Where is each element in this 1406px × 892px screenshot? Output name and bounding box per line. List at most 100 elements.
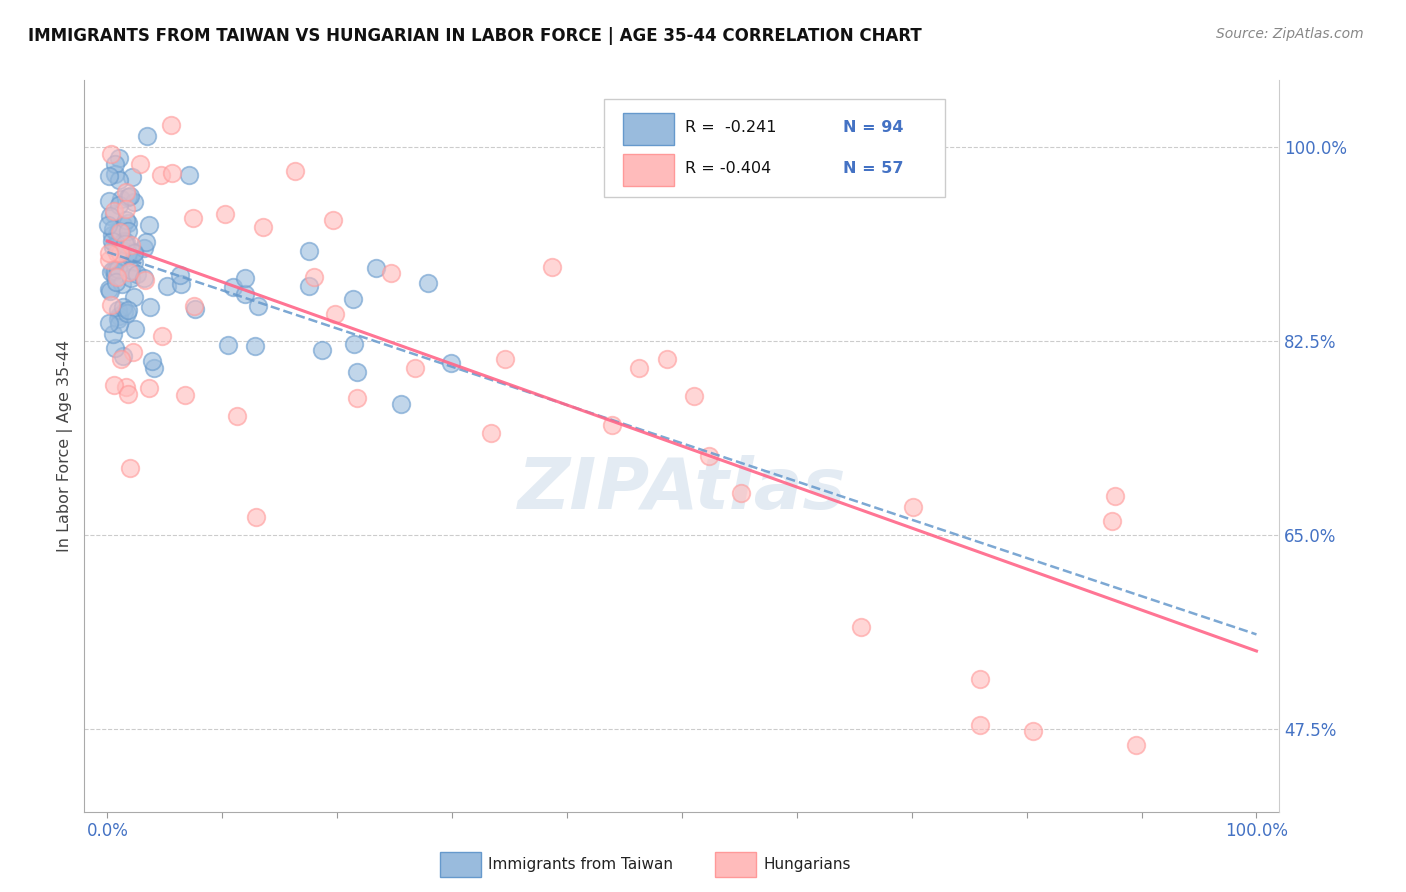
Point [115,306,138,320]
Point [141,353,163,368]
Point [110,192,132,206]
Point [112,235,135,249]
Text: N = 57: N = 57 [844,161,904,176]
Point [114,185,136,199]
Point [120,270,142,285]
Point [416,276,439,290]
Point [217,337,239,351]
Point [697,449,720,463]
Point [323,307,346,321]
Point [657,352,679,367]
Point [117,190,139,204]
Point [111,244,134,258]
Point [115,379,138,393]
Point [170,277,193,291]
Point [346,391,368,405]
Point [115,202,138,216]
Point [138,219,160,233]
Point [101,326,124,341]
Point [103,268,125,283]
Point [112,219,135,233]
Point [108,198,131,212]
Point [101,240,124,254]
Point [98,169,121,183]
Point [104,157,127,171]
Point [404,360,426,375]
FancyBboxPatch shape [440,852,481,877]
Point [107,311,129,326]
Point [122,290,145,304]
Point [127,267,149,281]
Point [214,207,236,221]
Point [105,269,128,284]
Point [111,277,134,292]
Text: IMMIGRANTS FROM TAIWAN VS HUNGARIAN IN LABOR FORCE | AGE 35-44 CORRELATION CHART: IMMIGRANTS FROM TAIWAN VS HUNGARIAN IN L… [28,27,922,45]
Point [138,381,160,395]
Point [108,318,131,332]
Point [298,244,321,258]
Point [342,292,364,306]
Point [117,224,139,238]
Text: Immigrants from Taiwan: Immigrants from Taiwan [488,857,673,871]
Text: N = 94: N = 94 [844,120,904,135]
Point [139,301,162,315]
Point [128,156,150,170]
Point [105,245,128,260]
Point [115,250,138,264]
Point [107,310,129,324]
Point [114,235,136,249]
Point [183,299,205,313]
Point [302,269,325,284]
FancyBboxPatch shape [716,852,756,877]
Point [100,147,122,161]
Point [134,273,156,287]
Point [118,265,141,279]
Point [98,282,121,296]
Point [184,302,207,317]
Point [222,280,245,294]
Point [103,222,125,236]
Point [110,246,132,260]
Point [730,486,752,500]
Point [115,213,138,227]
Point [901,500,924,514]
Point [101,262,124,277]
Point [311,343,333,357]
Point [600,417,623,432]
Point [134,271,156,285]
Point [298,278,321,293]
Text: R =  -0.241: R = -0.241 [686,120,778,135]
Point [346,365,368,379]
FancyBboxPatch shape [605,99,945,197]
Point [1101,514,1123,528]
Point [284,164,307,178]
Point [118,461,141,475]
Point [181,211,204,225]
Point [682,388,704,402]
Point [104,168,127,182]
Point [103,207,125,221]
Point [1125,739,1147,753]
Point [110,235,132,250]
Point [177,168,200,182]
Point [149,168,172,182]
Point [124,322,146,336]
Point [122,245,145,260]
Point [98,316,121,330]
Point [343,336,366,351]
Point [541,260,564,274]
Point [105,227,128,241]
Point [124,195,146,210]
Point [117,302,139,317]
Point [120,238,142,252]
Point [169,268,191,282]
Point [245,339,267,353]
Point [100,227,122,242]
Point [98,209,121,223]
Point [97,218,120,232]
Point [135,235,157,249]
Point [142,361,165,376]
Point [160,166,183,180]
Point [969,672,991,686]
Point [156,278,179,293]
